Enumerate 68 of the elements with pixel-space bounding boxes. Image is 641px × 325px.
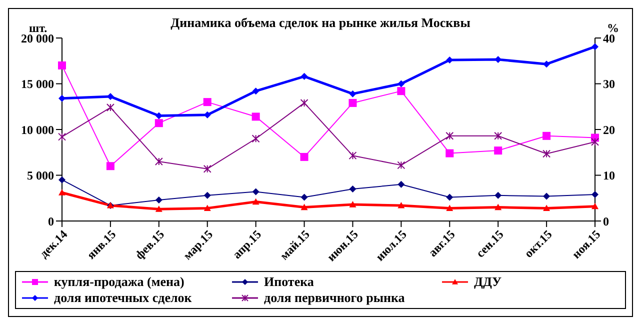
point [300, 152, 308, 161]
point [106, 162, 114, 170]
point [398, 202, 405, 208]
point [494, 132, 502, 140]
point [106, 104, 114, 112]
point [348, 98, 357, 107]
point [204, 111, 211, 118]
point [300, 194, 308, 201]
point [398, 80, 405, 88]
point [349, 90, 356, 98]
point [155, 196, 162, 204]
point [58, 132, 66, 141]
point [204, 192, 211, 199]
legend-label: купля-продажа (мена) [54, 274, 184, 290]
point [203, 164, 212, 173]
point [252, 134, 260, 143]
point [252, 188, 260, 196]
point [155, 112, 162, 120]
point [494, 204, 502, 210]
point [155, 206, 162, 212]
point [252, 198, 260, 205]
y-tick-label: 10 000 [21, 122, 54, 137]
point [397, 87, 406, 96]
y2-tick-label: 30 [603, 77, 615, 92]
point [542, 132, 551, 140]
point [543, 204, 550, 211]
point [204, 204, 211, 211]
y2-tick-label: 20 [603, 122, 615, 137]
point [446, 194, 454, 201]
point [300, 72, 308, 80]
point [446, 149, 454, 158]
point [543, 60, 550, 68]
point [58, 189, 66, 196]
point [203, 98, 212, 106]
point [349, 185, 356, 192]
point [592, 202, 598, 210]
point [252, 88, 260, 95]
point [494, 192, 502, 199]
point [542, 150, 551, 158]
point [592, 190, 598, 198]
point [397, 161, 406, 170]
point [58, 61, 66, 70]
legend-label: ДДУ [474, 274, 502, 290]
y-tick-label: 15 000 [21, 77, 54, 92]
point [348, 152, 357, 160]
point [300, 98, 308, 107]
point [58, 176, 66, 184]
legend-label: Ипотека [264, 274, 314, 290]
point [591, 138, 599, 146]
point [252, 112, 260, 121]
point [446, 204, 454, 211]
point [154, 158, 163, 166]
point [398, 180, 405, 188]
y2-tick-label: 10 [603, 168, 615, 183]
y-tick-label: 5 000 [27, 168, 54, 183]
y-tick-label: 0 [48, 214, 54, 228]
chart-title: Динамика объема сделок на рынке жилья Москвы [170, 15, 470, 30]
legend-label: доля первичного рынка [264, 290, 405, 306]
y2-tick-label: 0 [603, 214, 609, 228]
point [300, 204, 308, 210]
point [592, 43, 598, 50]
legend-label: доля ипотечных сделок [54, 290, 192, 306]
point [154, 119, 163, 128]
point [58, 94, 66, 102]
point [494, 146, 502, 155]
point [446, 132, 454, 140]
point [543, 192, 550, 200]
point [349, 201, 356, 208]
